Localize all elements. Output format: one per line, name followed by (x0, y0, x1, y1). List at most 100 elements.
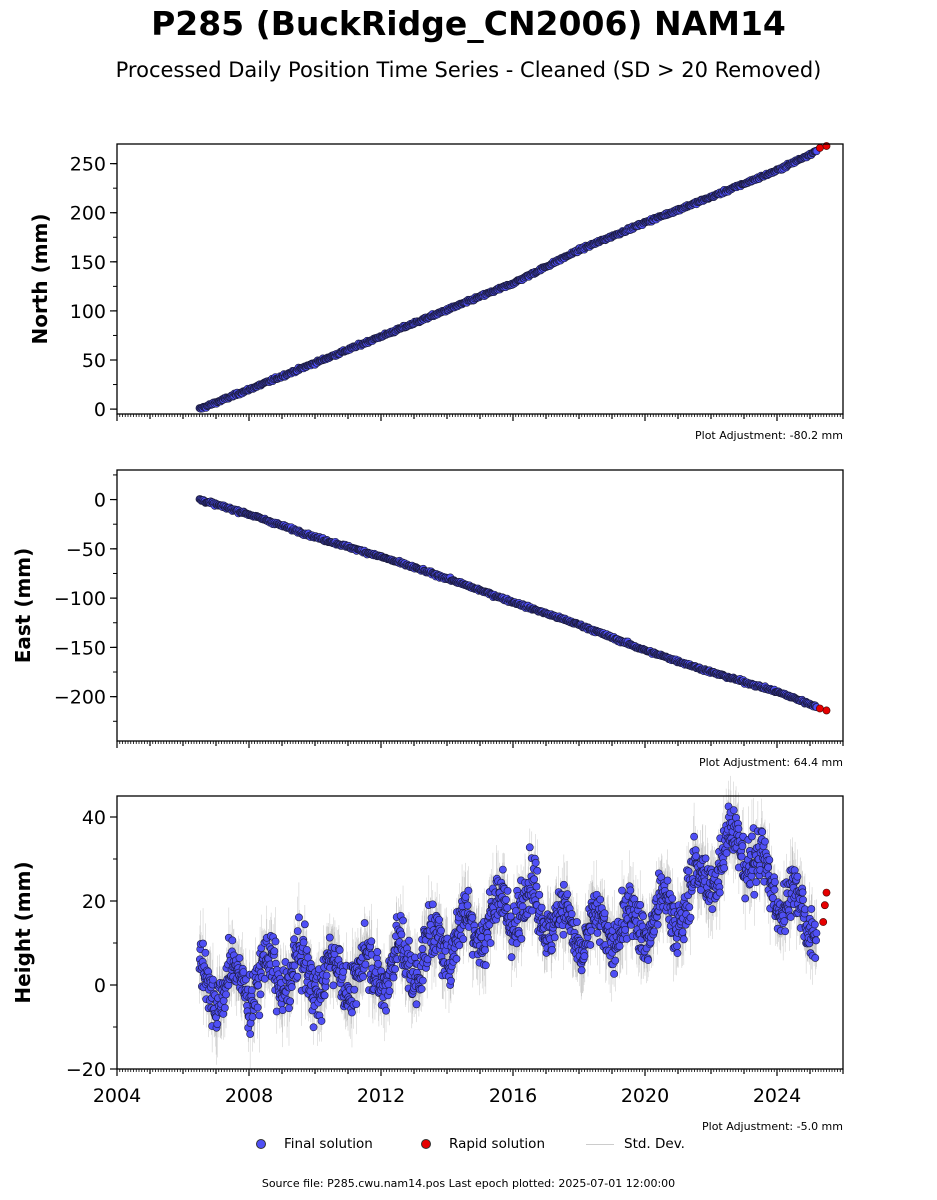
final-solution-point (385, 987, 394, 995)
final-solution-point (299, 938, 308, 947)
final-solution-point (361, 960, 370, 969)
plot-adjustment-note: Plot Adjustment: 64.4 mm (699, 756, 843, 769)
final-solution-point (452, 955, 461, 963)
final-solution-point (405, 936, 413, 945)
panel-2: 0 −50 −100 −150 −200 East (mm) Plot Adjustment… (11, 469, 844, 769)
final-solution-point (287, 983, 296, 991)
y-axis-label: East (mm) (11, 548, 35, 664)
final-solution-point (525, 843, 534, 852)
plot-adjustment-note: Plot Adjustment: -80.2 mm (695, 429, 843, 442)
final-solution-point (325, 933, 334, 942)
final-solution-point (437, 926, 445, 935)
final-solution-point (300, 920, 309, 929)
final-solution-point (293, 972, 302, 981)
y-axis-label: North (mm) (28, 213, 52, 344)
final-solution-point (559, 930, 568, 939)
final-solution-point (517, 934, 526, 943)
final-solution-point (468, 913, 477, 922)
final-solution-point (550, 933, 559, 942)
final-solution-point (567, 910, 576, 918)
final-solution-point (286, 997, 295, 1006)
panel-1: 0 50 100 150 200 250 North (mm) Plot Adjustment… (28, 142, 844, 442)
final-solution-point (506, 912, 515, 921)
final-solution-point (503, 903, 512, 912)
final-solution-point (248, 1013, 257, 1021)
final-solution-point (199, 939, 207, 948)
final-solution-point (530, 875, 539, 884)
y-tick-label: −200 (54, 687, 106, 709)
final-solution-point (532, 882, 541, 891)
chart-title: P285 (BuckRidge_CN2006) NAM14 (151, 4, 786, 43)
final-solution-point (294, 913, 303, 922)
rapid-solution-point (816, 144, 824, 152)
final-solution-point (224, 981, 233, 990)
final-solution-point (418, 945, 427, 953)
final-solution-point (435, 915, 443, 924)
final-solution-point (320, 991, 329, 1000)
final-solution-point (317, 1017, 326, 1025)
final-solution-point (256, 990, 265, 999)
final-solution-point (254, 981, 263, 990)
rapid-solution-points (816, 704, 831, 715)
final-solution-point (235, 954, 244, 962)
final-solution-point (359, 972, 367, 981)
final-solution-point (391, 965, 400, 973)
final-solution-point (481, 946, 489, 954)
final-solution-point (374, 959, 382, 968)
final-solution-point (270, 947, 279, 956)
final-solution-point (531, 858, 540, 867)
final-solution-point (481, 961, 490, 970)
final-solution-point (382, 1006, 390, 1015)
final-solution-point (507, 953, 516, 962)
final-solution-point (572, 918, 581, 926)
final-solution-point (246, 1030, 255, 1038)
final-solution-point (455, 941, 464, 950)
final-solution-point (272, 959, 280, 968)
final-solution-points (195, 146, 821, 413)
final-solution-point (213, 1020, 222, 1028)
final-solution-point (367, 937, 376, 946)
y-tick-label: 150 (70, 252, 106, 274)
final-solution-point (559, 880, 568, 889)
final-solution-point (503, 886, 512, 895)
final-solution-point (463, 901, 472, 910)
final-solution-point (348, 1008, 356, 1017)
final-solution-point (486, 939, 495, 947)
final-solution-point (412, 1000, 421, 1009)
final-solution-point (537, 903, 546, 912)
final-solution-points (195, 802, 821, 1038)
final-solution-point (459, 935, 468, 944)
final-solution-point (389, 973, 398, 982)
final-solution-point (293, 927, 302, 936)
final-solution-point (285, 1004, 293, 1013)
rapid-solution-point (822, 706, 831, 715)
final-solution-points (195, 495, 821, 712)
final-solution-point (209, 975, 217, 984)
final-solution-point (335, 946, 344, 954)
final-solution-point (322, 971, 331, 980)
final-solution-point (360, 919, 369, 927)
y-tick-label: 50 (82, 350, 106, 372)
y-tick-label: −150 (54, 637, 106, 659)
final-solution-point (418, 976, 427, 985)
y-tick-label: 0 (94, 490, 106, 512)
final-solution-point (350, 985, 359, 994)
final-solution-point (533, 866, 542, 875)
chart-subtitle: Processed Daily Position Time Series - C… (115, 58, 822, 82)
final-solution-point (271, 937, 280, 946)
final-solution-point (498, 865, 507, 874)
final-solution-point (397, 930, 406, 939)
y-tick-label: 0 (94, 399, 106, 421)
final-solution-point (577, 966, 586, 975)
final-solution-point (447, 976, 455, 985)
final-solution-point (255, 1011, 264, 1020)
final-solution-point (290, 935, 299, 944)
final-solution-point (302, 945, 311, 954)
final-solution-point (535, 890, 544, 899)
final-solution-point (428, 900, 437, 909)
final-solution-point (417, 985, 426, 993)
y-tick-label: −50 (66, 539, 106, 561)
final-solution-point (220, 1003, 229, 1012)
